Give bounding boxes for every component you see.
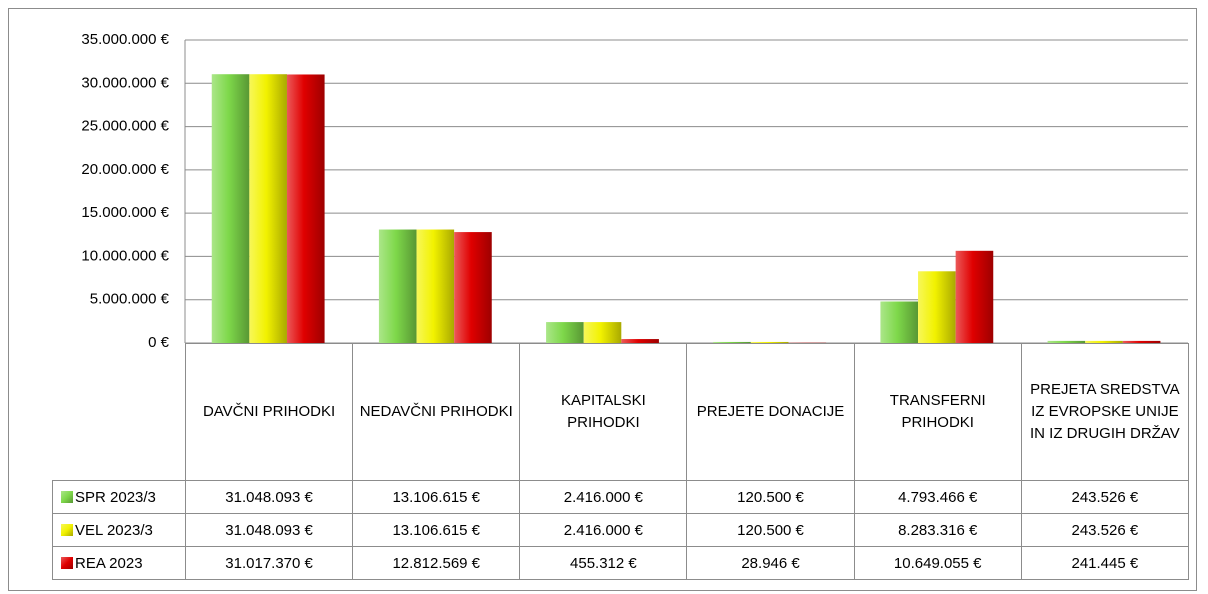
data-label: 2.416.000 € [519, 513, 688, 547]
y-tick-label: 15.000.000 € [81, 204, 169, 221]
data-label: 243.526 € [1020, 480, 1189, 514]
legend-key [61, 490, 73, 503]
bar [378, 229, 417, 343]
data-label: 243.526 € [1020, 513, 1189, 547]
data-label: 13.106.615 € [352, 513, 521, 547]
category-label: TRANSFERNI PRIHODKI [853, 343, 1022, 481]
data-label: 13.106.615 € [352, 480, 521, 514]
bar [583, 322, 622, 343]
category-label: NEDAVČNI PRIHODKI [352, 343, 521, 481]
data-label: 12.812.569 € [352, 546, 521, 580]
data-label: 8.283.316 € [853, 513, 1022, 547]
y-tick-label: 5.000.000 € [90, 291, 170, 308]
series-row: SPR 2023/3 31.048.093 €13.106.615 €2.416.… [52, 480, 1189, 514]
bar [880, 301, 919, 343]
bar [454, 232, 492, 343]
bar [713, 341, 751, 343]
data-label: 120.500 € [686, 513, 855, 547]
y-tick-label: 25.000.000 € [81, 118, 169, 135]
bar [1122, 340, 1161, 343]
data-table: DAVČNI PRIHODKI NEDAVČNI PRIHODKI KAPITALS… [52, 343, 1189, 580]
bar [750, 341, 789, 343]
category-label: PREJETE DONACIJE [686, 343, 855, 481]
data-label: 31.017.370 € [184, 546, 354, 580]
corner-cell [52, 343, 186, 481]
legend-label: VEL 2023/3 [75, 521, 153, 539]
data-label: 120.500 € [686, 480, 855, 514]
series-row: REA 2023 31.017.370 €12.812.569 €455.312 … [52, 546, 1189, 580]
chart-frame [8, 8, 1197, 591]
data-label: 4.793.466 € [853, 480, 1022, 514]
data-label: 10.649.055 € [853, 546, 1022, 580]
y-tick-label: 10.000.000 € [81, 247, 169, 264]
data-label: 2.416.000 € [519, 480, 688, 514]
legend-entry: SPR 2023/3 [52, 480, 186, 514]
y-tick-label: 30.000.000 € [81, 74, 169, 91]
data-label: 455.312 € [519, 546, 688, 580]
bar [416, 229, 455, 343]
bar [1085, 340, 1123, 343]
category-label: DAVČNI PRIHODKI [184, 343, 354, 481]
data-label: 241.445 € [1020, 546, 1189, 580]
bar [621, 339, 659, 343]
data-label: 31.048.093 € [184, 480, 354, 514]
legend-label: REA 2023 [75, 554, 143, 572]
bar [286, 74, 325, 343]
legend-key [61, 556, 73, 569]
y-tick-label: 35.000.000 € [81, 31, 169, 48]
bar [546, 322, 584, 343]
series-row: VEL 2023/3 31.048.093 €13.106.615 €2.416.… [52, 513, 1189, 547]
data-label: 31.048.093 € [184, 513, 354, 547]
legend-key [61, 523, 73, 536]
category-label: PREJETA SREDSTVA IZ EVROPSKE UNIJE IN IZ… [1020, 343, 1189, 481]
bar [249, 74, 287, 344]
legend-entry: REA 2023 [52, 546, 186, 580]
y-tick-label: 20.000.000 € [81, 161, 169, 178]
bar [918, 271, 956, 343]
bar [1047, 340, 1086, 343]
data-label: 28.946 € [686, 546, 855, 580]
bar [955, 250, 994, 343]
header-row: DAVČNI PRIHODKI NEDAVČNI PRIHODKI KAPITALS… [52, 343, 1189, 481]
legend-label: SPR 2023/3 [75, 488, 156, 506]
category-label: KAPITALSKI PRIHODKI [519, 343, 688, 481]
bar [211, 74, 250, 344]
legend-entry: VEL 2023/3 [52, 513, 186, 547]
